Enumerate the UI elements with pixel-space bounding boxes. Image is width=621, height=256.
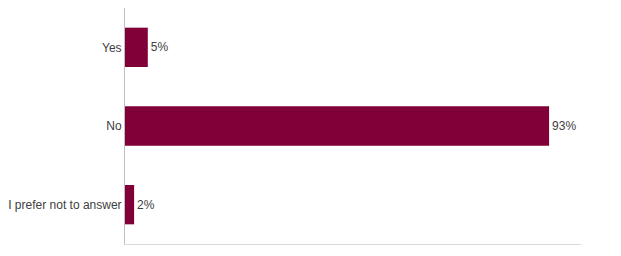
- svg-text:Yes: Yes: [102, 41, 122, 55]
- svg-text:2%: 2%: [137, 198, 155, 212]
- svg-text:93%: 93%: [552, 119, 576, 133]
- svg-text:No: No: [106, 119, 122, 133]
- svg-text:I prefer not to answer: I prefer not to answer: [8, 198, 121, 212]
- svg-text:5%: 5%: [151, 40, 169, 54]
